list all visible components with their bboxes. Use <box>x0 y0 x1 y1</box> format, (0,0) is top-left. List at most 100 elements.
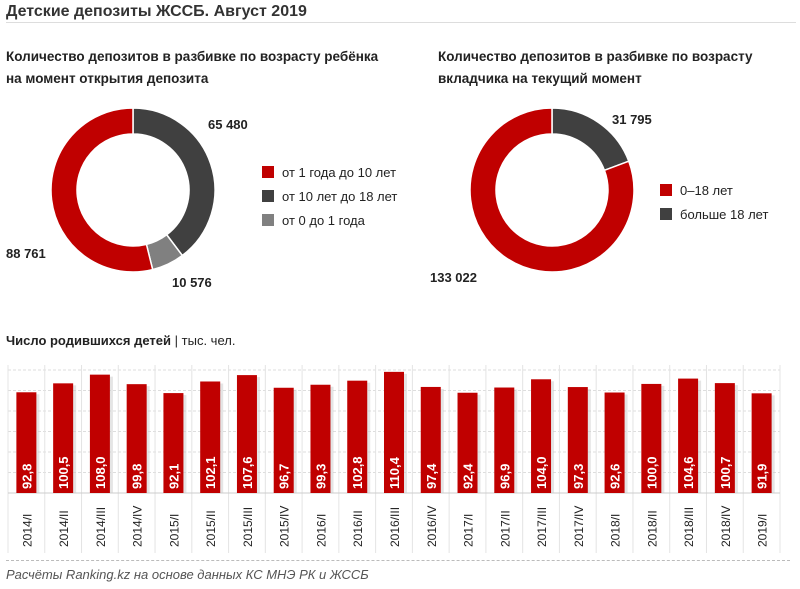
bar-title-separator: | <box>174 333 179 348</box>
category-label: 2014/III <box>94 507 108 547</box>
bar-chart: 92,8 2014/I 100,5 2014/II 108,0 2014/III 99,8 2… <box>7 365 781 553</box>
legend-item: от 1 года до 10 лет <box>262 160 397 184</box>
bar-value-label: 99,3 <box>313 464 328 489</box>
category-label: 2017/IV <box>572 506 586 547</box>
category-label: 2014/II <box>57 510 71 547</box>
bar-value-label: 110,4 <box>387 456 402 489</box>
category-label: 2014/IV <box>131 506 145 547</box>
donut2-label-red: 133 022 <box>430 270 477 285</box>
donuts <box>50 107 635 273</box>
bar <box>126 384 147 493</box>
bar-title-text: Число родившихся детей <box>6 333 172 348</box>
bar <box>420 386 441 493</box>
legend-item: от 0 до 1 года <box>262 208 397 232</box>
category-label: 2018/II <box>645 510 659 547</box>
bar <box>236 375 257 493</box>
bar <box>641 383 662 493</box>
bar-chart-title: Число родившихся детей | тыс. чел. <box>6 333 235 348</box>
donut2-legend: 0–18 лет больше 18 лет <box>660 178 768 226</box>
bar <box>494 387 515 493</box>
bar-value-label: 92,8 <box>19 464 34 489</box>
bar-value-label: 97,4 <box>424 463 439 489</box>
bar-value-label: 96,7 <box>277 464 292 489</box>
legend-label: 0–18 лет <box>680 182 733 198</box>
donut1-title: Количество депозитов в разбивке по возра… <box>6 49 379 86</box>
bar <box>567 387 588 493</box>
bar-value-label: 97,3 <box>571 464 586 489</box>
page-title: Детские депозиты ЖССБ. Август 2019 <box>6 3 307 20</box>
category-label: 2016/IV <box>425 506 439 547</box>
category-label: 2017/I <box>462 514 476 547</box>
bar-value-label: 100,0 <box>644 456 659 489</box>
bar-value-label: 92,1 <box>166 464 181 489</box>
bar-value-label: 104,0 <box>534 456 549 489</box>
category-label: 2014/I <box>20 514 34 547</box>
bar <box>310 384 331 493</box>
bar <box>273 387 294 493</box>
title-divider <box>6 22 796 23</box>
donut2-label-dark: 31 795 <box>612 112 652 127</box>
category-label: 2015/III <box>241 507 255 547</box>
legend-item: больше 18 лет <box>660 202 768 226</box>
category-label: 2015/IV <box>278 506 292 547</box>
category-label: 2019/I <box>756 514 770 547</box>
bar-value-label: 107,6 <box>240 456 255 489</box>
legend-swatch <box>262 166 274 178</box>
category-label: 2018/III <box>682 507 696 547</box>
bar <box>89 374 110 493</box>
category-label: 2016/III <box>388 507 402 547</box>
legend-label: от 0 до 1 года <box>282 212 365 228</box>
bar-value-label: 102,1 <box>203 456 218 489</box>
donut-slice <box>132 107 216 257</box>
bar <box>714 383 735 493</box>
bar <box>16 392 37 493</box>
footer-source: Расчёты Ranking.kz на основе данных КС М… <box>6 567 369 582</box>
bar-value-label: 92,4 <box>461 463 476 489</box>
legend-label: от 10 лет до 18 лет <box>282 188 398 204</box>
bar <box>53 383 74 493</box>
bar <box>457 392 478 493</box>
donut1-label-gray: 10 576 <box>172 275 212 290</box>
legend-label: от 1 года до 10 лет <box>282 164 397 180</box>
bar <box>531 379 552 493</box>
legend-swatch <box>660 184 672 196</box>
bar-unit: тыс. чел. <box>181 333 236 348</box>
category-label: 2018/IV <box>719 506 733 547</box>
category-label: 2015/II <box>204 510 218 547</box>
bar-value-label: 99,8 <box>130 464 145 489</box>
legend-swatch <box>262 214 274 226</box>
legend-swatch <box>660 208 672 220</box>
legend-item: от 10 лет до 18 лет <box>262 184 397 208</box>
bar <box>163 393 184 493</box>
category-label: 2016/II <box>351 510 365 547</box>
bar-value-label: 102,8 <box>350 456 365 489</box>
bar-value-label: 92,6 <box>608 464 623 489</box>
bar <box>678 378 699 493</box>
bar <box>604 392 625 493</box>
category-label: 2015/I <box>167 514 181 547</box>
category-label: 2017/II <box>498 510 512 547</box>
bar-value-label: 108,0 <box>93 456 108 489</box>
donut2-title: Количество депозитов в разбивке по возра… <box>438 49 753 86</box>
bar-value-label: 100,5 <box>56 456 71 489</box>
legend-swatch <box>262 190 274 202</box>
bar-value-label: 104,6 <box>681 456 696 489</box>
category-label: 2016/I <box>314 514 328 547</box>
donut1-legend: от 1 года до 10 лет от 10 лет до 18 лет … <box>262 160 397 232</box>
donut1-label-red: 88 761 <box>6 246 46 261</box>
category-label: 2017/III <box>535 507 549 547</box>
category-label: 2018/I <box>609 514 623 547</box>
bar <box>347 380 368 493</box>
donut1-label-dark: 65 480 <box>208 117 248 132</box>
legend-label: больше 18 лет <box>680 206 769 222</box>
legend-item: 0–18 лет <box>660 178 768 202</box>
donut-slice <box>469 107 635 273</box>
bar <box>751 393 772 493</box>
bar-value-label: 100,7 <box>718 456 733 489</box>
bar-value-label: 96,9 <box>497 464 512 489</box>
bar-value-label: 91,9 <box>755 464 770 489</box>
donut-slice <box>50 107 154 273</box>
bar <box>200 381 221 493</box>
footer-divider <box>6 560 790 561</box>
bar <box>384 371 404 493</box>
